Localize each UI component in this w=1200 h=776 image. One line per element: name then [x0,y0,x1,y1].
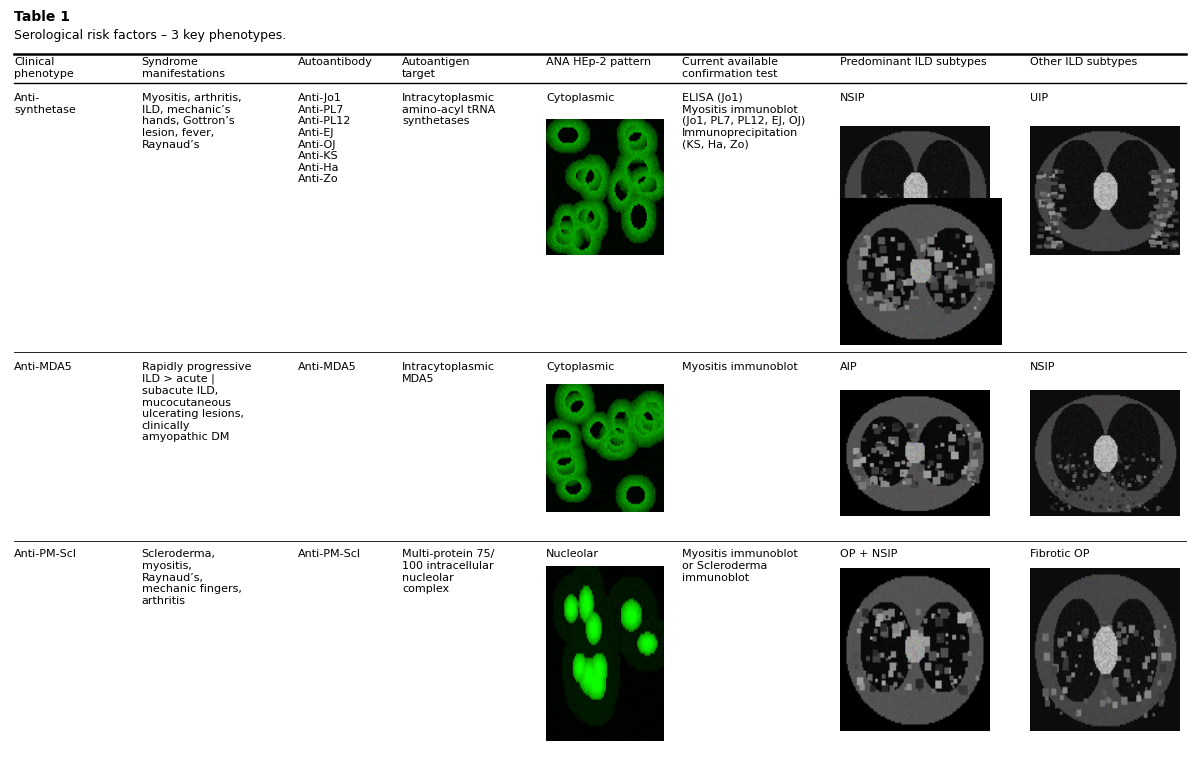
Text: NSIP: NSIP [1030,362,1055,372]
Text: Myositis, arthritis,
ILD, mechanic’s
hands, Gottron’s
lesion, fever,
Raynaud’s: Myositis, arthritis, ILD, mechanic’s han… [142,93,241,150]
Text: Predominant ILD subtypes: Predominant ILD subtypes [840,57,986,68]
Text: Intracytoplasmic
MDA5: Intracytoplasmic MDA5 [402,362,496,384]
Text: Fibrotic OP: Fibrotic OP [1030,549,1090,559]
Text: Nucleolar: Nucleolar [546,549,599,559]
Text: NSIP: NSIP [840,93,865,103]
Text: Myositis immunoblot: Myositis immunoblot [682,362,797,372]
Text: Other ILD subtypes: Other ILD subtypes [1030,57,1136,68]
Text: Anti-PM-Scl: Anti-PM-Scl [14,549,78,559]
Text: AIP: AIP [840,362,858,372]
Text: Serological risk factors – 3 key phenotypes.: Serological risk factors – 3 key phenoty… [14,29,287,42]
Text: Anti-MDA5: Anti-MDA5 [14,362,73,372]
Text: Rapidly progressive
ILD > acute |
subacute ILD,
mucocutaneous
ulcerating lesions: Rapidly progressive ILD > acute | subacu… [142,362,251,442]
Text: Anti-Jo1
Anti-PL7
Anti-PL12
Anti-EJ
Anti-OJ
Anti-KS
Anti-Ha
Anti-Zo: Anti-Jo1 Anti-PL7 Anti-PL12 Anti-EJ Anti… [298,93,350,185]
Text: Current available
confirmation test: Current available confirmation test [682,57,778,79]
Text: Myositis immunoblot
or Scleroderma
immunoblot: Myositis immunoblot or Scleroderma immun… [682,549,797,583]
Text: Autoantibody: Autoantibody [298,57,372,68]
Text: Cytoplasmic: Cytoplasmic [546,93,614,103]
Text: Anti-MDA5: Anti-MDA5 [298,362,356,372]
Text: Anti-
synthetase: Anti- synthetase [14,93,76,115]
Text: ELISA (Jo1)
Myositis immunoblot
(Jo1, PL7, PL12, EJ, OJ)
Immunoprecipitation
(KS: ELISA (Jo1) Myositis immunoblot (Jo1, PL… [682,93,805,150]
Text: OP + NSIP: OP + NSIP [840,549,898,559]
Text: ANA HEp-2 pattern: ANA HEp-2 pattern [546,57,652,68]
Text: Multi-protein 75/
100 intracellular
nucleolar
complex: Multi-protein 75/ 100 intracellular nucl… [402,549,494,594]
Text: Table 1: Table 1 [14,10,71,24]
Text: Cytoplasmic: Cytoplasmic [546,362,614,372]
Text: Intracytoplasmic
amino-acyl tRNA
synthetases: Intracytoplasmic amino-acyl tRNA synthet… [402,93,496,126]
Text: Syndrome
manifestations: Syndrome manifestations [142,57,224,79]
Text: Anti-PM-Scl: Anti-PM-Scl [298,549,361,559]
Text: Clinical
phenotype: Clinical phenotype [14,57,74,79]
Text: UIP: UIP [1030,93,1048,103]
Text: OP + NSIP: OP + NSIP [840,298,898,308]
Text: Scleroderma,
myositis,
Raynaud’s,
mechanic fingers,
arthritis: Scleroderma, myositis, Raynaud’s, mechan… [142,549,241,606]
Text: Autoantigen
target: Autoantigen target [402,57,470,79]
